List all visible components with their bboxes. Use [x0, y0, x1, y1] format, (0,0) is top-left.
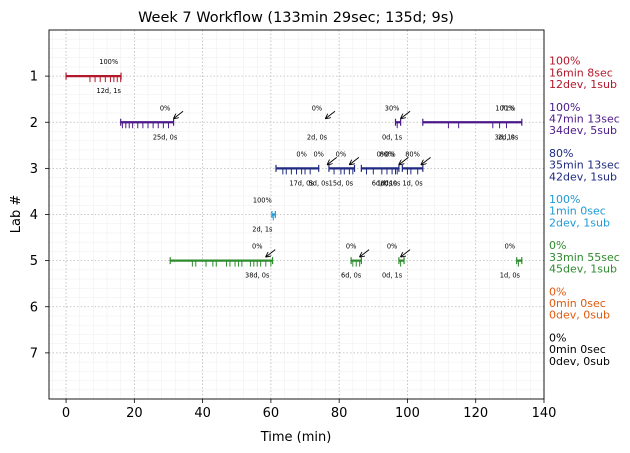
lab-summary-line: 0%: [549, 285, 566, 298]
chart-title: Week 7 Workflow (133min 29sec; 135d; 9s): [138, 10, 454, 26]
x-tick-label: 120: [463, 406, 488, 421]
completion-pct-label: 0%: [312, 104, 322, 112]
minor-grid: [49, 30, 544, 399]
x-tick-label: 140: [532, 406, 557, 421]
y-tick-label: 2: [30, 116, 38, 131]
annotations: 100% 12d, 1s 0% 25d, 0s 0% 2d, 0s 30% 0d, 1s 100…: [97, 58, 521, 280]
lab-summary-line: 0dev, 0sub: [549, 309, 610, 322]
dev-sub-label: 5d, 0s: [309, 179, 330, 187]
dev-sub-label: 8d, 0s: [380, 179, 401, 187]
lab-summary-line: 100%: [549, 55, 580, 68]
completion-pct-label: 80%: [405, 150, 420, 158]
y-tick-label: 4: [30, 208, 38, 223]
x-axis: 0 20 40 60 80 100 120 140: [62, 399, 556, 421]
annotation-arrow: [350, 157, 360, 164]
annotation-arrow: [174, 110, 184, 118]
dev-sub-label: 0d, 1s: [382, 133, 403, 141]
annotation-arrow: [326, 110, 336, 118]
lab-summary-line: 35min 13sec: [549, 159, 620, 172]
lab-summary-line: 45dev, 1sub: [549, 263, 617, 276]
completion-pct-label: 0%: [252, 243, 262, 251]
annotation-arrow: [399, 157, 409, 164]
dev-sub-label: 38d, 0s: [245, 272, 270, 280]
dev-sub-label: 17d, 0s: [289, 179, 314, 187]
x-tick-label: 100: [395, 406, 420, 421]
y-tick-label: 3: [30, 162, 38, 177]
lab-summary-line: 47min 13sec: [549, 112, 620, 125]
lab-summary-line: 100%: [549, 193, 580, 206]
completion-pct-label: 100%: [495, 104, 514, 112]
completion-pct-label: 100%: [99, 58, 118, 66]
y-tick-label: 6: [30, 300, 38, 315]
y-tick-label: 5: [30, 254, 38, 269]
annotation-arrow: [266, 249, 276, 257]
annotation-arrow: [360, 249, 370, 257]
plot-background: [49, 30, 544, 399]
completion-pct-label: 0%: [385, 150, 395, 158]
lab-summary-line: 0dev, 0sub: [549, 355, 610, 368]
lab-rows: [65, 72, 523, 267]
annotation-arrow: [401, 110, 411, 118]
completion-pct-label: 30%: [385, 104, 400, 112]
x-axis-label: Time (min): [260, 430, 332, 445]
completion-pct-label: 100%: [253, 197, 272, 205]
x-tick-label: 80: [331, 406, 348, 421]
dev-sub-label: 25d, 0s: [153, 133, 178, 141]
lab-summary-line: 0min 0sec: [549, 297, 606, 310]
x-tick-label: 20: [126, 406, 143, 421]
completion-pct-label: 0%: [505, 243, 515, 251]
dev-sub-label: 1d, 0s: [402, 179, 423, 187]
x-tick-label: 60: [263, 406, 280, 421]
completion-pct-label: 0%: [336, 150, 346, 158]
dev-sub-label: 2d, 0s: [498, 133, 519, 141]
dev-sub-label: 1d, 1s: [377, 179, 398, 187]
x-tick-label: 40: [194, 406, 211, 421]
lab-summary-line: 0%: [549, 239, 566, 252]
dev-sub-label: 15d, 0s: [329, 179, 354, 187]
lab-summary-line: 100%: [549, 101, 580, 114]
completion-pct-label: 0%: [377, 150, 387, 158]
completion-pct-label: 0%: [387, 243, 397, 251]
annotation-arrow: [401, 249, 411, 257]
dev-sub-label: 6d, 0s: [372, 179, 393, 187]
y-tick-label: 7: [30, 346, 38, 361]
completion-pct-label: 0%: [313, 150, 323, 158]
completion-pct-label: 0%: [296, 150, 306, 158]
lab-summary-line: 34dev, 5sub: [549, 124, 617, 137]
completion-pct-label: 0%: [346, 243, 356, 251]
y-tick-label: 1: [30, 70, 38, 85]
dev-sub-label: 2d, 1s: [252, 226, 273, 234]
lab-summary-line: 42dev, 1sub: [549, 170, 617, 183]
lab-summary-line: 1min 0sec: [549, 205, 606, 218]
dev-sub-label: 3d, 1s: [495, 133, 516, 141]
dev-sub-label: 1d, 0s: [500, 272, 521, 280]
annotation-arrow: [422, 157, 431, 164]
y-axis: 1 2 3 4 5 6 7: [30, 70, 49, 361]
lab-summary-line: 33min 55sec: [549, 251, 620, 264]
lab-summary-line: 0%: [549, 331, 566, 344]
completion-pct-label: 71%: [501, 104, 516, 112]
lab-summary-line: 2dev, 1sub: [549, 216, 610, 229]
lab-summary-line: 80%: [549, 147, 573, 160]
dev-sub-label: 12d, 1s: [97, 87, 122, 95]
dev-sub-label: 0d, 1s: [382, 272, 403, 280]
completion-pct-label: 80%: [380, 150, 395, 158]
dev-sub-label: 6d, 0s: [341, 272, 362, 280]
annotation-arrow: [328, 157, 337, 164]
lab-summary-line: 12dev, 1sub: [549, 78, 617, 91]
completion-pct-label: 0%: [160, 104, 170, 112]
x-tick-label: 0: [62, 406, 70, 421]
dev-sub-label: 2d, 0s: [307, 133, 328, 141]
lab-summary-line: 16min 8sec: [549, 66, 613, 79]
lab-summary-line: 0min 0sec: [549, 343, 606, 356]
y-axis-label: Lab #: [9, 195, 24, 234]
